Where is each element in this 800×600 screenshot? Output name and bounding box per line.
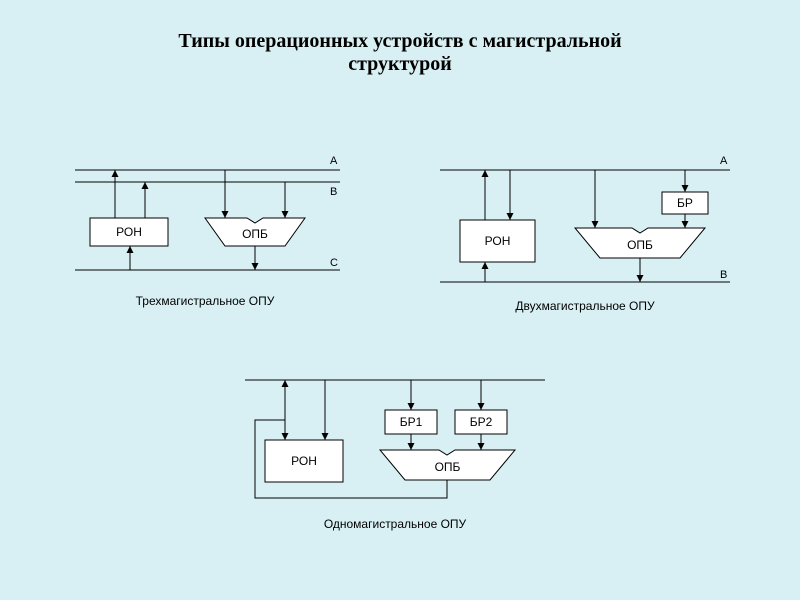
- bus-label-B: B: [720, 269, 727, 281]
- bus-label-C: C: [330, 257, 338, 269]
- d2-caption: Двухмагистральное ОПУ: [515, 299, 655, 313]
- bus-label-B: B: [330, 186, 337, 198]
- d1-pon-label: РОН: [116, 225, 142, 239]
- bus-label-A: A: [330, 155, 338, 167]
- diagram-canvas: A B C РОН ОПБ Трехмагистральное ОПУ A B РОН БР ОПБ…: [0, 0, 800, 600]
- d2-pon-label: РОН: [485, 234, 511, 248]
- d3-caption: Одномагистральное ОПУ: [324, 517, 467, 531]
- d1-caption: Трехмагистральное ОПУ: [136, 294, 275, 308]
- d2-br-label: БР: [677, 196, 693, 210]
- d3-br2-label: БР2: [470, 415, 493, 429]
- bus-label-A: A: [720, 155, 728, 167]
- d1-alu-label: ОПБ: [242, 227, 268, 241]
- d3-alu-label: ОПБ: [435, 460, 461, 474]
- d2-alu-label: ОПБ: [627, 238, 653, 252]
- d3-br1-label: БР1: [400, 415, 423, 429]
- page-root: Типы операционных устройств с магистраль…: [0, 0, 800, 600]
- d3-pon-label: РОН: [291, 454, 317, 468]
